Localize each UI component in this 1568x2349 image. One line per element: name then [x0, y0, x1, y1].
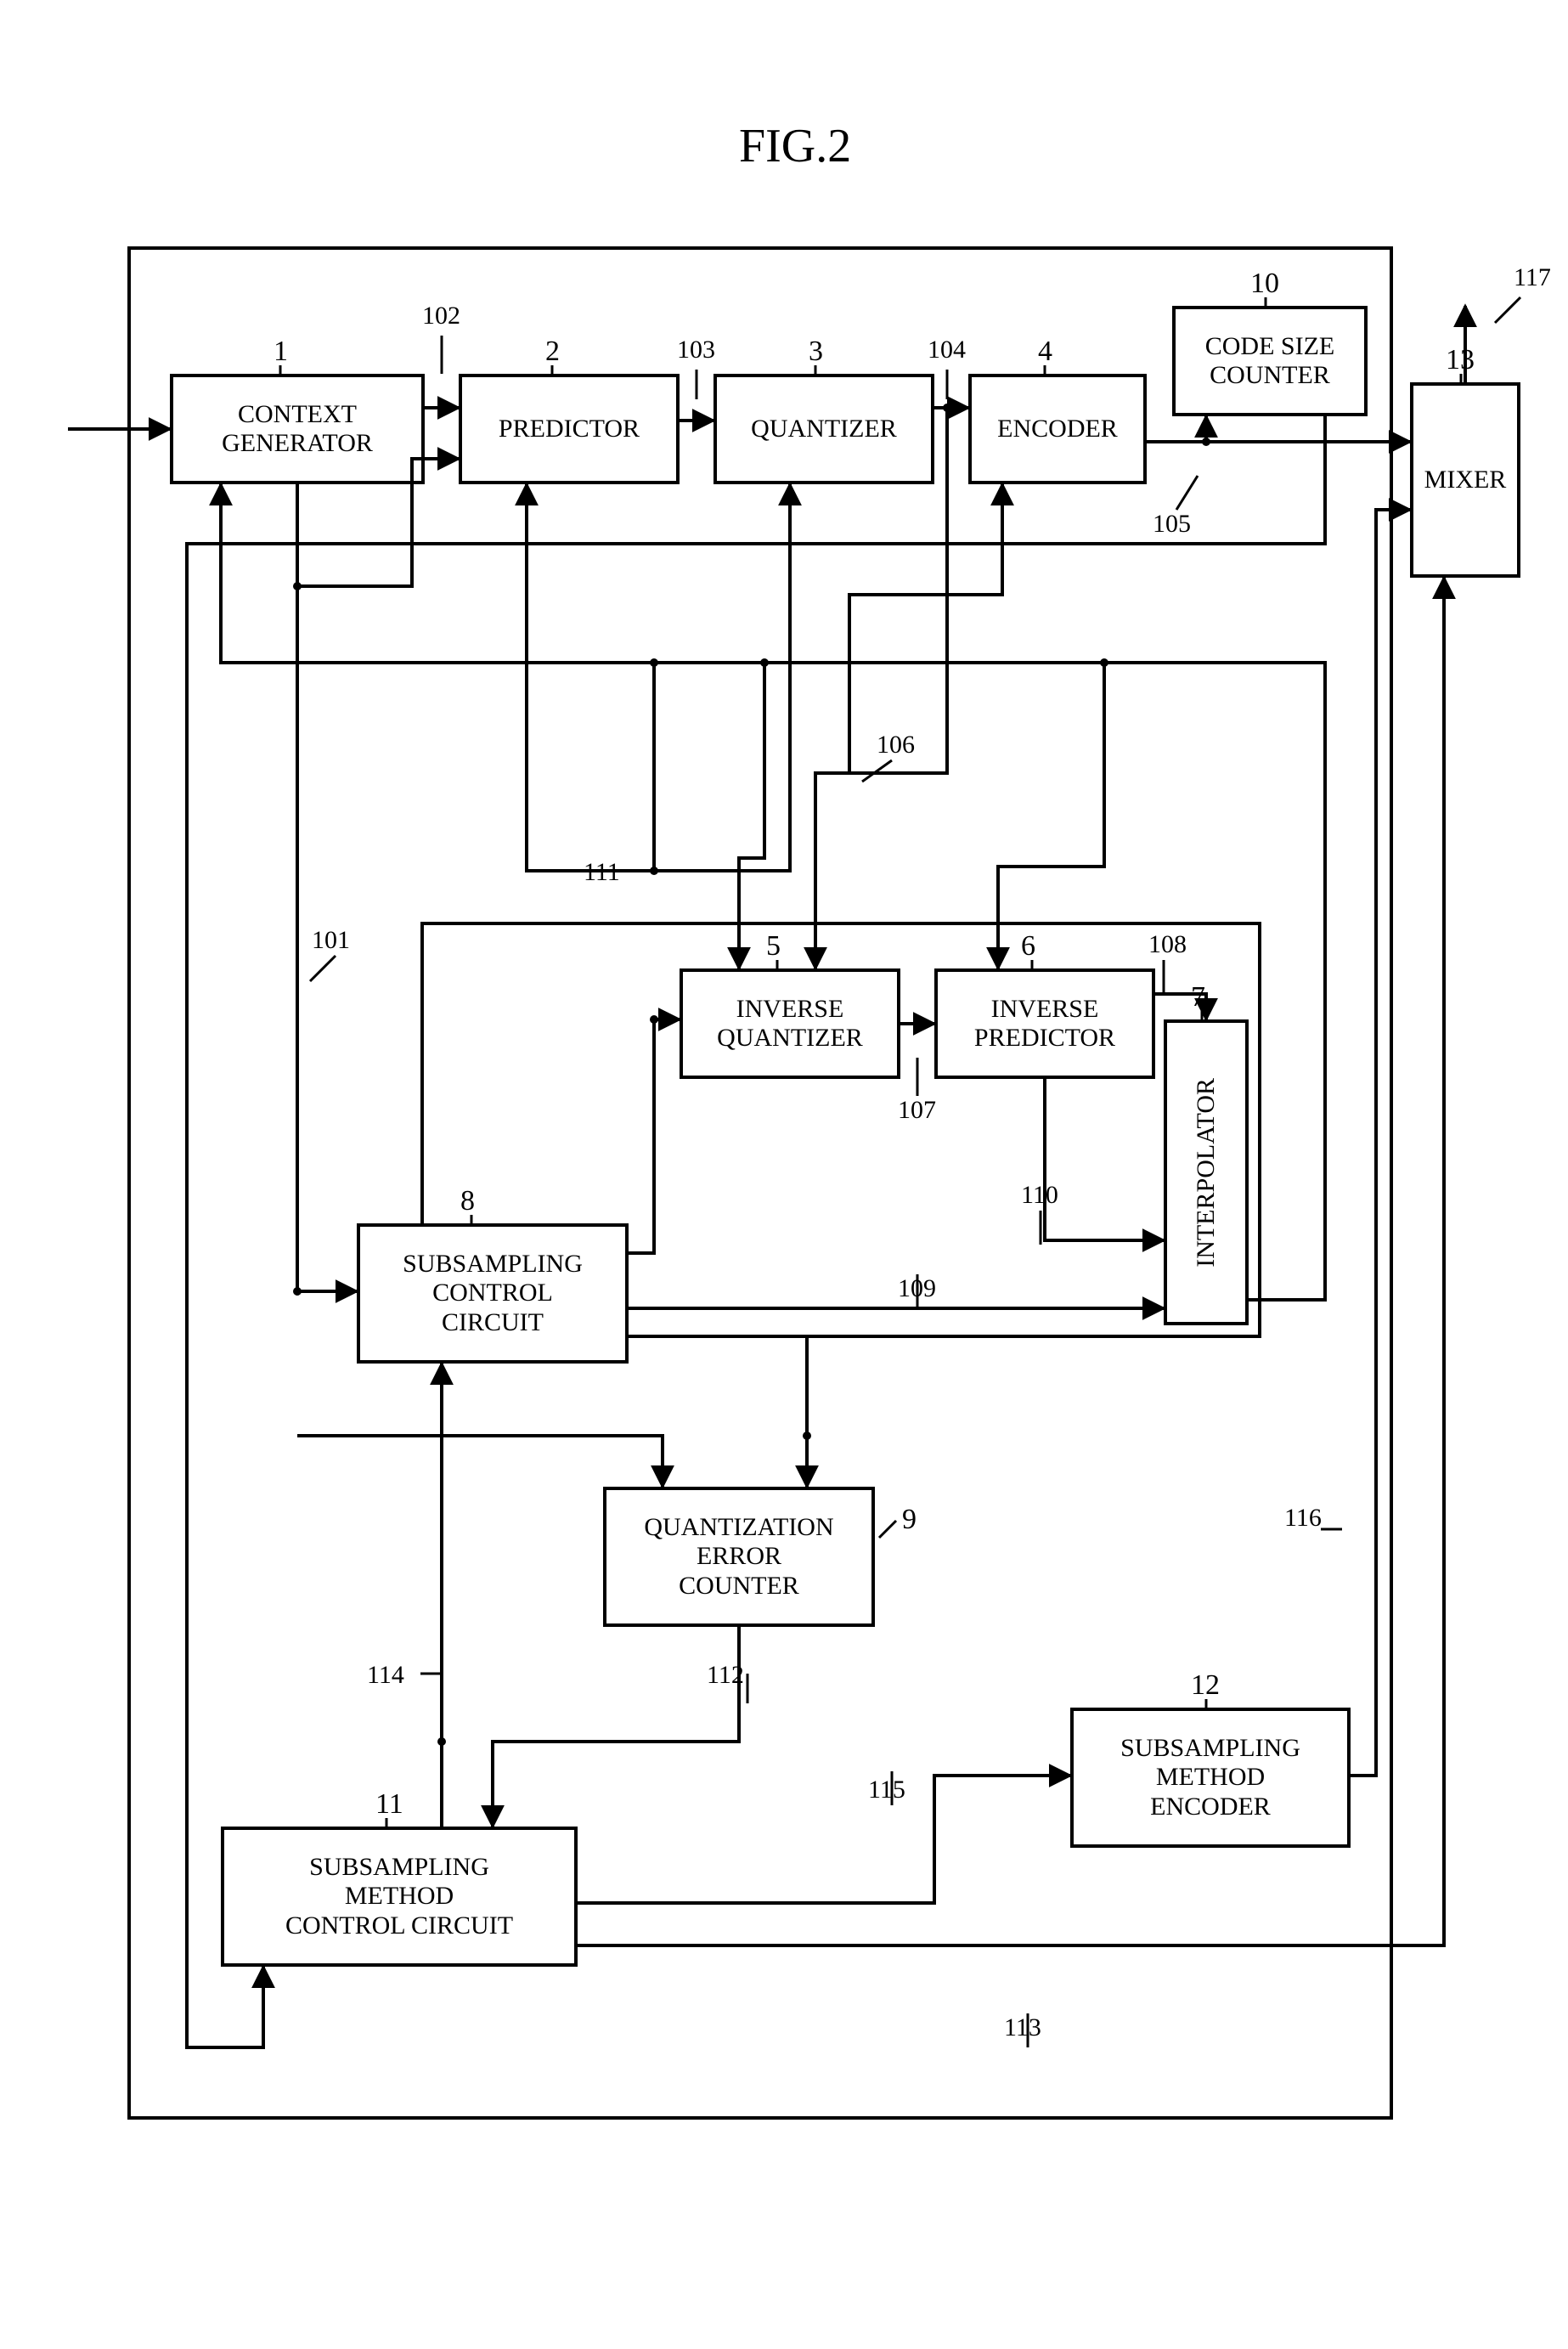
- code-size-counter-num: 10: [1249, 268, 1281, 300]
- signal-110: 110: [1019, 1181, 1060, 1210]
- quantizer-num: 3: [807, 336, 825, 368]
- encoder-num: 4: [1036, 336, 1054, 368]
- subsampling-method-control-num: 11: [374, 1788, 405, 1821]
- subsampling-method-encoder-label: SUBSAMPLINGMETHODENCODER: [1120, 1734, 1300, 1822]
- signal-116: 116: [1283, 1504, 1323, 1533]
- signal-109: 109: [896, 1274, 938, 1303]
- code-size-counter-block: CODE SIZECOUNTER: [1172, 306, 1368, 416]
- signal-114: 114: [365, 1661, 406, 1690]
- subsampling-method-encoder-num: 12: [1189, 1669, 1221, 1702]
- inverse-quantizer-num: 5: [764, 930, 782, 963]
- signal-103: 103: [675, 336, 717, 364]
- encoder-block: ENCODER: [968, 374, 1147, 484]
- quantization-error-counter-block: QUANTIZATIONERRORCOUNTER: [603, 1487, 875, 1627]
- encoder-label: ENCODER: [997, 415, 1118, 444]
- predictor-num: 2: [544, 336, 561, 368]
- junction-dot: [293, 1287, 302, 1296]
- subsampling-control-label: SUBSAMPLINGCONTROLCIRCUIT: [403, 1250, 583, 1338]
- inverse-quantizer-block: INVERSEQUANTIZER: [680, 968, 900, 1079]
- junction-dot: [293, 582, 302, 590]
- junction-dot: [650, 1015, 658, 1024]
- context-generator-label: CONTEXTGENERATOR: [222, 400, 373, 459]
- signal-105: 105: [1151, 510, 1193, 539]
- code-size-counter-label: CODE SIZECOUNTER: [1205, 332, 1335, 391]
- predictor-label: PREDICTOR: [499, 415, 640, 444]
- quantization-error-counter-num: 9: [900, 1504, 918, 1536]
- signal-102: 102: [420, 302, 462, 330]
- mixer-num: 13: [1444, 344, 1476, 376]
- mixer-label: MIXER: [1424, 466, 1507, 495]
- inverse-predictor-block: INVERSEPREDICTOR: [934, 968, 1155, 1079]
- context-generator-num: 1: [272, 336, 290, 368]
- subsampling-method-control-block: SUBSAMPLINGMETHODCONTROL CIRCUIT: [221, 1827, 578, 1967]
- subsampling-control-block: SUBSAMPLINGCONTROLCIRCUIT: [357, 1223, 629, 1364]
- inverse-predictor-num: 6: [1019, 930, 1037, 963]
- signal-106: 106: [875, 731, 917, 759]
- subsampling-method-control-label: SUBSAMPLINGMETHODCONTROL CIRCUIT: [285, 1853, 513, 1941]
- junction-dot: [943, 404, 951, 412]
- signal-113: 113: [1002, 2013, 1043, 2042]
- signal-111: 111: [582, 858, 622, 887]
- mixer-block: MIXER: [1410, 382, 1520, 578]
- signal-112: 112: [705, 1661, 746, 1690]
- interpolator-block: INTERPOLATOR: [1164, 1019, 1249, 1325]
- quantizer-block: QUANTIZER: [713, 374, 934, 484]
- signal-107: 107: [896, 1096, 938, 1125]
- quantization-error-counter-label: QUANTIZATIONERRORCOUNTER: [644, 1513, 833, 1601]
- predictor-block: PREDICTOR: [459, 374, 680, 484]
- inverse-predictor-label: INVERSEPREDICTOR: [974, 995, 1115, 1053]
- inverse-quantizer-label: INVERSEQUANTIZER: [717, 995, 863, 1053]
- signal-115: 115: [866, 1776, 907, 1804]
- interpolator-label: INTERPOLATOR: [1192, 1078, 1221, 1268]
- context-generator-block: CONTEXTGENERATOR: [170, 374, 425, 484]
- interpolator-num: 7: [1189, 981, 1207, 1014]
- signal-108: 108: [1147, 930, 1188, 959]
- junction-dot: [437, 1737, 446, 1746]
- junction-dot: [803, 1431, 811, 1440]
- junction-dot: [1202, 438, 1210, 446]
- junction-dot: [650, 658, 658, 667]
- junction-dot: [760, 658, 769, 667]
- subsampling-method-encoder-block: SUBSAMPLINGMETHODENCODER: [1070, 1708, 1351, 1848]
- quantizer-label: QUANTIZER: [751, 415, 897, 444]
- signal-117: 117: [1512, 263, 1553, 292]
- signal-104: 104: [926, 336, 967, 364]
- signal-101: 101: [310, 926, 352, 955]
- junction-dot: [1100, 658, 1108, 667]
- figure-title: FIG.2: [739, 119, 851, 173]
- subsampling-control-num: 8: [459, 1185, 477, 1217]
- junction-dot: [650, 867, 658, 875]
